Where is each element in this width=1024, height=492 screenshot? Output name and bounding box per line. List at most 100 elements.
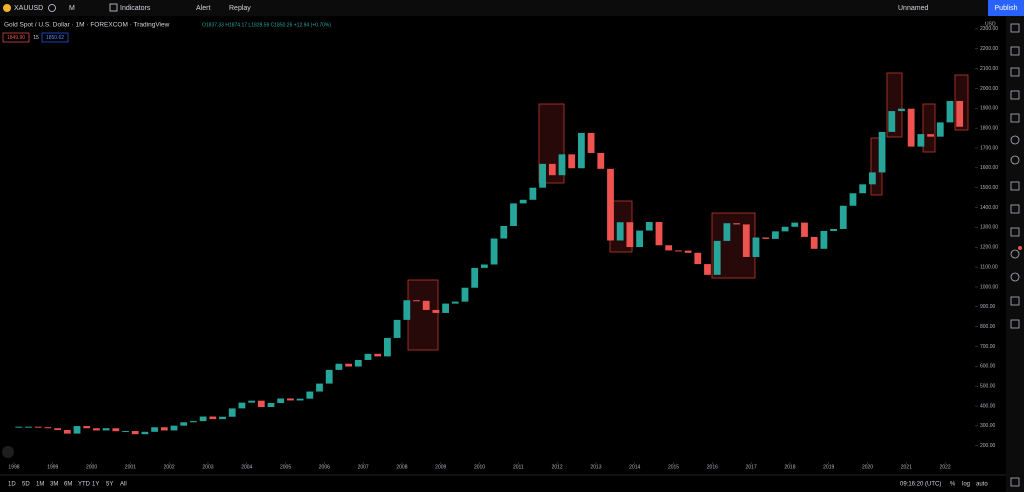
candle: [529, 187, 537, 200]
candle: [296, 398, 304, 401]
toolbar-icon[interactable]: [1010, 319, 1020, 329]
candle: [907, 108, 915, 147]
highlight-box: [922, 103, 936, 153]
candle: [248, 400, 256, 403]
candle: [471, 267, 479, 288]
candle: [927, 134, 934, 137]
range-button[interactable]: 1Y: [92, 482, 99, 488]
x-tick-label: 2005: [280, 464, 291, 470]
candle: [442, 303, 449, 313]
candle: [839, 205, 847, 229]
legend-title: Gold Spot / U.S. Dollar · 1M · FOREXCOM …: [4, 22, 170, 29]
toolbar-icon[interactable]: [1010, 204, 1020, 214]
y-tick-label: 1400.00: [980, 205, 998, 211]
x-tick-label: 2021: [901, 464, 912, 470]
toolbar-icon[interactable]: [1010, 46, 1020, 56]
y-tick-label: 1900.00: [980, 106, 998, 112]
candle: [306, 391, 314, 399]
tv-logo: [2, 446, 14, 458]
candle: [752, 237, 760, 257]
x-tick-label: 2004: [241, 464, 252, 470]
range-button[interactable]: 1M: [36, 482, 44, 488]
candle: [597, 152, 605, 169]
toolbar-icon[interactable]: [1010, 113, 1020, 123]
candle: [519, 199, 527, 204]
range-button[interactable]: 6M: [64, 482, 72, 488]
candle: [704, 264, 711, 275]
candle: [190, 421, 197, 423]
alert-button[interactable]: Alert: [196, 5, 210, 12]
toolbar-icon[interactable]: [1010, 23, 1020, 33]
symbol-icon: [3, 4, 11, 12]
percent-toggle[interactable]: %: [950, 482, 956, 488]
y-tick-label: 2100.00: [980, 66, 998, 72]
toolbar-icon[interactable]: [1010, 477, 1020, 487]
range-button[interactable]: 3M: [50, 482, 58, 488]
toolbar-icon[interactable]: [1010, 227, 1020, 237]
layout-name[interactable]: Unnamed: [898, 5, 928, 12]
candle: [141, 431, 149, 435]
toolbar-icon[interactable]: [1010, 155, 1020, 165]
candle: [878, 131, 886, 173]
candle: [131, 431, 139, 435]
log-toggle[interactable]: log: [962, 482, 970, 488]
toolbar-icon[interactable]: [1010, 249, 1020, 259]
range-button[interactable]: All: [120, 482, 127, 488]
candle: [170, 425, 178, 431]
publish-button[interactable]: Publish: [995, 5, 1018, 12]
candle: [781, 226, 789, 232]
auto-toggle[interactable]: auto: [976, 482, 988, 488]
symbol[interactable]: XAUUSD: [14, 5, 43, 12]
candle: [54, 428, 62, 431]
x-tick-label: 1999: [47, 464, 58, 470]
range-button[interactable]: YTD: [78, 482, 91, 488]
candle: [73, 426, 81, 434]
toolbar-icon[interactable]: [1010, 135, 1020, 145]
candle: [413, 300, 420, 302]
y-tick-label: 300.00: [980, 423, 996, 429]
candle: [607, 168, 614, 241]
candle: [393, 319, 401, 338]
candle: [956, 100, 964, 127]
y-tick-label: 1100.00: [980, 264, 998, 270]
replay-button[interactable]: Replay: [229, 5, 251, 12]
indicators-button[interactable]: Indicators: [120, 5, 151, 12]
ask: 1850.62: [46, 35, 64, 41]
x-tick-label: 2008: [396, 464, 407, 470]
y-tick-label: 900.00: [980, 304, 996, 310]
range-button[interactable]: 5Y: [106, 482, 113, 488]
x-tick-label: 2006: [319, 464, 330, 470]
toolbar-icon[interactable]: [1010, 181, 1020, 191]
currency: USD: [985, 21, 996, 27]
candle: [762, 237, 770, 239]
candle: [684, 250, 692, 253]
x-tick-label: 2000: [86, 464, 97, 470]
toolbar-icon[interactable]: [1010, 296, 1020, 306]
range-button[interactable]: 1D: [8, 482, 16, 488]
candle: [616, 222, 624, 241]
toolbar-icon[interactable]: [1010, 90, 1020, 100]
range-button[interactable]: 5D: [22, 482, 30, 488]
candle: [810, 236, 818, 249]
x-tick-label: 2013: [590, 464, 601, 470]
y-tick-label: 800.00: [980, 324, 996, 330]
add-symbol[interactable]: [48, 4, 56, 12]
bid: 1849.90: [7, 35, 25, 41]
toolbar-icon[interactable]: [1010, 272, 1020, 282]
candle: [122, 431, 129, 433]
interval[interactable]: M: [69, 5, 75, 12]
x-tick-label: 2015: [668, 464, 679, 470]
toolbar-icon[interactable]: [1010, 67, 1020, 77]
x-tick-label: 2018: [784, 464, 795, 470]
x-tick-label: 2009: [435, 464, 446, 470]
candle: [461, 287, 469, 302]
candle: [510, 203, 517, 226]
candle: [820, 230, 828, 249]
candle: [316, 383, 323, 392]
candle: [102, 428, 110, 431]
candle: [287, 398, 294, 401]
right-toolbar: [1006, 16, 1024, 492]
publish-button-bg[interactable]: [988, 0, 1024, 16]
